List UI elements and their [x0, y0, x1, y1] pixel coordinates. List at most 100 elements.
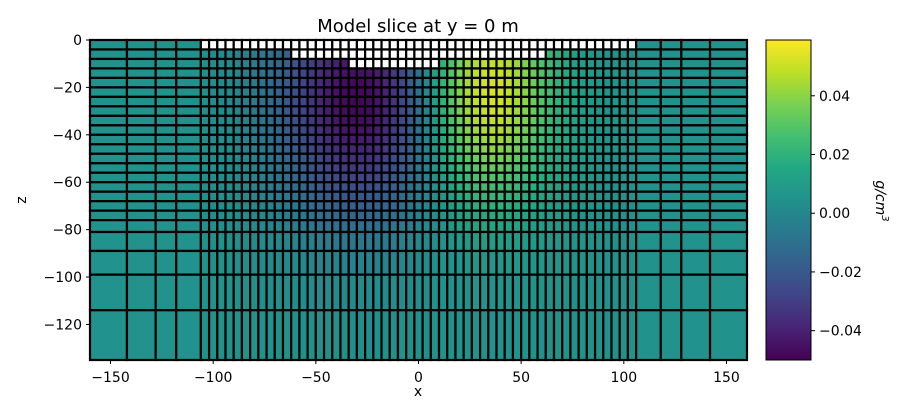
mesh-cell [372, 57, 383, 70]
mesh-cell [265, 249, 276, 276]
mesh-cell [462, 152, 473, 165]
mesh-cell [520, 57, 531, 70]
mesh-cell [154, 181, 178, 193]
mesh-cell [413, 57, 424, 70]
mesh-cell [380, 152, 391, 165]
mesh-cell [552, 152, 564, 165]
mesh-cell [380, 38, 391, 51]
mesh-cell [232, 124, 244, 136]
mesh-cell [322, 162, 334, 174]
mesh-cell [216, 309, 227, 362]
mesh-cell [503, 114, 515, 127]
mesh-cell [421, 309, 432, 362]
mesh-cell [207, 48, 219, 61]
mesh-cell [577, 181, 588, 193]
mesh-cell [257, 67, 268, 80]
mesh-cell [635, 95, 662, 108]
mesh-cell [462, 209, 473, 222]
mesh-cell [536, 200, 547, 212]
mesh-cell [528, 143, 539, 155]
mesh-cell [314, 143, 326, 155]
mesh-cell [257, 76, 268, 89]
mesh-cell [659, 200, 683, 212]
mesh-cell [503, 200, 515, 212]
mesh-cell [175, 57, 202, 70]
mesh-cell [396, 190, 408, 203]
mesh-cell [298, 105, 309, 117]
mesh-cell [405, 200, 416, 212]
mesh-cell [372, 95, 383, 108]
mesh-cell [413, 38, 424, 51]
mesh-cell [626, 249, 638, 276]
mesh-cell [281, 67, 293, 80]
mesh-cell [635, 181, 662, 193]
mesh-cell [487, 273, 498, 312]
mesh-cell [273, 124, 285, 136]
mesh-cell [364, 171, 375, 184]
mesh-cell [88, 57, 129, 70]
mesh-cell [413, 273, 424, 312]
mesh-cell [544, 76, 556, 89]
mesh-cell [708, 95, 749, 108]
mesh-cell [593, 86, 605, 98]
mesh-cell [626, 38, 638, 51]
mesh-cell [249, 86, 260, 98]
mesh-cell [708, 48, 749, 61]
mesh-cell [626, 209, 638, 222]
mesh-cell [536, 86, 547, 98]
mesh-cell [446, 124, 457, 136]
mesh-cell [207, 249, 219, 276]
mesh-cell [257, 230, 268, 253]
mesh-cell [232, 76, 244, 89]
mesh-cell [216, 162, 227, 174]
mesh-cell [421, 114, 432, 127]
mesh-cell [240, 190, 252, 203]
mesh-cell [511, 249, 523, 276]
mesh-cell [462, 143, 473, 155]
mesh-cell [388, 219, 400, 234]
mesh-cell [273, 133, 285, 146]
mesh-cell [569, 86, 580, 98]
mesh-cell [593, 105, 605, 117]
mesh-cell [306, 48, 317, 61]
mesh-cell [421, 209, 432, 222]
mesh-cell [511, 86, 523, 98]
mesh-cell [429, 95, 441, 108]
mesh-cell [577, 143, 588, 155]
mesh-cell [240, 114, 252, 127]
mesh-cell [314, 124, 326, 136]
mesh-cell [429, 143, 441, 155]
mesh-cell [281, 209, 293, 222]
mesh-cell [207, 133, 219, 146]
mesh-cell [618, 114, 630, 127]
mesh-cell [536, 209, 547, 222]
mesh-cell [380, 48, 391, 61]
mesh-cell [257, 48, 268, 61]
mesh-cell [405, 67, 416, 80]
mesh-cell [708, 114, 749, 127]
mesh-cell [680, 230, 712, 253]
mesh-cell [544, 86, 556, 98]
mesh-cell [372, 133, 383, 146]
mesh-cell [520, 105, 531, 117]
mesh-cell [602, 67, 613, 80]
mesh-cell [470, 162, 482, 174]
mesh-cell [421, 124, 432, 136]
mesh-cell [708, 57, 749, 70]
mesh-cell [154, 38, 178, 51]
mesh-cell [602, 95, 613, 108]
mesh-cell [322, 143, 334, 155]
mesh-cell [396, 152, 408, 165]
mesh-cell [610, 309, 621, 362]
mesh-cell [680, 162, 712, 174]
mesh-cell [593, 171, 605, 184]
mesh-cell [446, 48, 457, 61]
mesh-cell [175, 143, 202, 155]
mesh-cell [290, 200, 301, 212]
mesh-cell [331, 38, 342, 51]
mesh-cell [454, 143, 465, 155]
mesh-cell [125, 171, 157, 184]
mesh-cell [561, 38, 572, 51]
mesh-cell [265, 48, 276, 61]
mesh-cell [561, 309, 572, 362]
